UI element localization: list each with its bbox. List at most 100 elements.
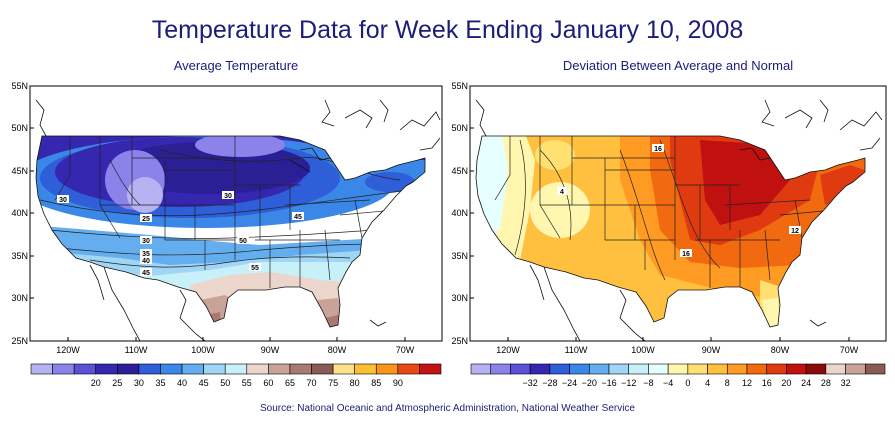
legend-swatch [354,363,377,375]
contour-label: 12 [791,228,799,235]
contour-label: 45 [142,270,150,277]
lon-label: 100W [631,345,655,355]
legend-swatch [766,363,787,375]
lon-label: 80W [328,345,347,355]
legend-swatch [864,363,886,375]
legend-swatch [203,363,226,375]
legend-swatch [707,363,728,375]
legend-label: −20 [582,378,597,388]
legend-swatch [648,363,669,375]
legend-swatch [588,363,610,375]
legend-swatch [375,363,399,375]
lon-label: 70W [396,345,415,355]
legend-label: −32 [523,378,538,388]
deviation-title: Deviation Between Average and Normal [562,58,794,73]
contour-label: 35 [142,251,150,258]
legend-label: 75 [328,378,338,388]
lat-label: 50N [451,123,468,133]
lon-label: 90W [702,345,721,355]
legend-swatch [825,363,846,375]
legend-swatch [529,363,551,375]
legend-swatch [845,363,866,375]
legend-swatch [490,363,511,375]
lat-label: 25N [11,336,28,346]
legend-label: 35 [155,378,165,388]
lat-label: 45N [451,166,468,176]
lon-label: 100W [191,345,215,355]
legend-label: 25 [112,378,122,388]
legend-label: 16 [762,378,772,388]
legend-swatch [628,363,649,375]
lon-label: 80W [771,345,790,355]
avg-temp-legend: 20 25 30 35 40 45 50 55 60 65 70 75 80 85 90 [30,363,442,388]
legend-swatch [160,363,183,375]
lat-label: 45N [11,166,28,176]
lon-label: 110W [565,345,588,355]
legend-swatch [73,363,97,375]
legend-label: −28 [542,378,557,388]
lat-label: 30N [451,293,468,303]
legend-label: 85 [371,378,381,388]
legend-swatch [667,363,689,375]
legend-label: −4 [663,378,673,388]
contour-label: 25 [142,216,150,223]
legend-label: 55 [242,378,252,388]
legend-swatch [181,363,204,375]
contour-label: 16 [654,146,662,153]
legend-swatch [687,363,708,375]
legend-label: −16 [601,378,616,388]
left-map-ticks [30,127,406,341]
legend-swatch [549,363,570,375]
legend-label: 90 [393,378,403,388]
right-map-ticks [470,127,850,341]
lat-label: 30N [11,293,28,303]
contour-label: 50 [239,238,247,245]
lon-label: 120W [496,345,520,355]
avg-temp-title: Average Temperature [173,58,299,73]
legend-label: −24 [562,378,577,388]
legend-label: 60 [263,378,273,388]
source-credit: Source: National Oceanic and Atmospheric… [259,403,635,414]
contour-label: 30 [59,197,67,204]
legend-swatch [510,363,531,375]
legend-swatch [246,363,269,375]
legend-swatch [224,363,248,375]
lat-label: 40N [11,208,28,218]
legend-swatch [746,363,768,375]
legend-swatch [786,363,807,375]
lat-label: 50N [11,123,28,133]
legend-swatch [332,363,355,375]
lon-label: 120W [56,345,80,355]
legend-label: 20 [781,378,791,388]
lat-label: 35N [11,251,28,261]
lat-label: 55N [451,81,468,91]
legend-label: −12 [621,378,636,388]
deviation-legend: −32 −28 −24 −20 −16 −12 −8 −4 0 4 8 12 16 20 24 28 32 [470,363,886,388]
contour-label: 16 [682,251,690,258]
legend-swatch [805,363,827,375]
contour-label: 45 [294,214,302,221]
legend-label: 80 [350,378,360,388]
legend-label: 50 [220,378,230,388]
legend-swatch [289,363,312,375]
legend-label: 20 [91,378,101,388]
contour-label: 55 [251,265,259,272]
lat-label: 35N [451,251,468,261]
page-title: Temperature Data for Week Ending January… [151,16,744,44]
legend-label: 70 [307,378,317,388]
legend-label: 65 [285,378,295,388]
legend-label: 4 [705,378,710,388]
legend-swatch [268,363,291,375]
legend-swatch [95,363,118,375]
legend-swatch [52,363,75,375]
legend-label: 40 [177,378,187,388]
lon-label: 90W [261,345,280,355]
lon-label: 70W [840,345,859,355]
legend-label: 45 [199,378,209,388]
lon-label: 110W [125,345,148,355]
legend-swatch [726,363,748,375]
contour-label: 4 [560,189,564,196]
legend-swatch [397,363,420,375]
contour-label: 40 [142,258,150,265]
